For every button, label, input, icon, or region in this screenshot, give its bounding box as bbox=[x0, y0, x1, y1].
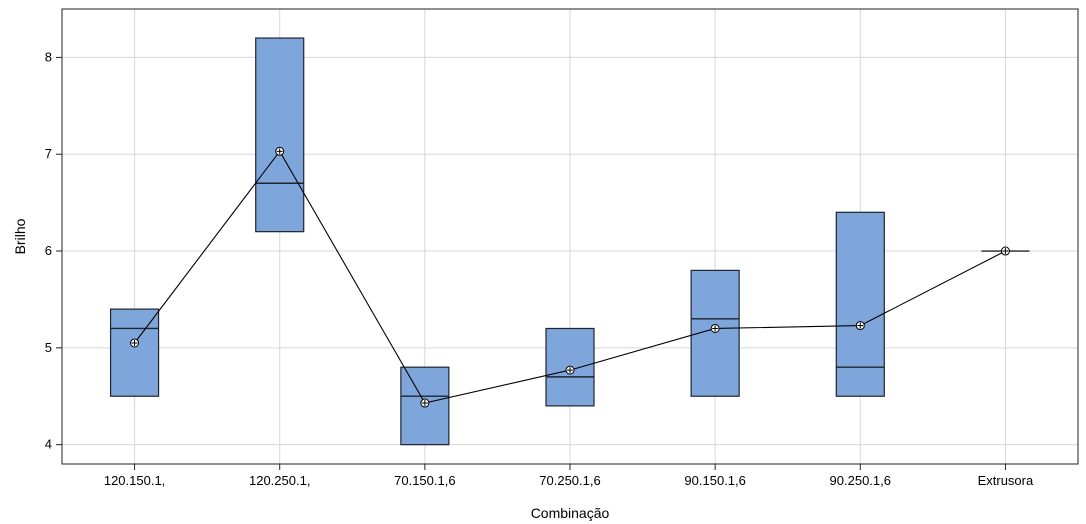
x-tick-label: 90.150.1,6 bbox=[684, 473, 745, 488]
x-axis-title: Combinação bbox=[531, 505, 610, 521]
y-tick-label: 4 bbox=[45, 437, 52, 452]
x-tick-label: 120.250.1, bbox=[249, 473, 310, 488]
box-1 bbox=[255, 37, 305, 233]
y-tick-label: 7 bbox=[45, 146, 52, 161]
x-tick-label: 70.150.1,6 bbox=[394, 473, 455, 488]
x-tick-label: 70.250.1,6 bbox=[539, 473, 600, 488]
y-tick-label: 5 bbox=[45, 340, 52, 355]
box-5 bbox=[835, 211, 885, 397]
x-tick-label: Extrusora bbox=[978, 473, 1034, 488]
x-tick-label: 90.250.1,6 bbox=[830, 473, 891, 488]
y-tick-label: 6 bbox=[45, 243, 52, 258]
y-axis-title: Brilho bbox=[12, 218, 28, 254]
y-tick-label: 8 bbox=[45, 49, 52, 64]
box-0 bbox=[109, 308, 160, 397]
x-tick-label: 120.150.1, bbox=[104, 473, 165, 488]
